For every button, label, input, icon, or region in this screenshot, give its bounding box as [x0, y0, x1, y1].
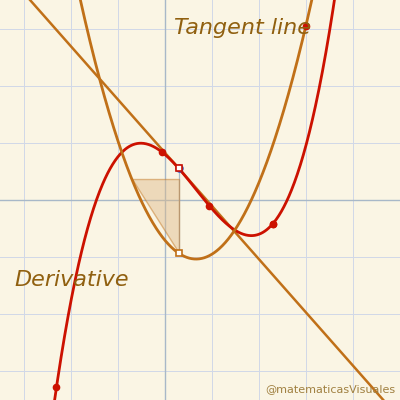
Polygon shape: [132, 179, 179, 253]
Text: Derivative: Derivative: [14, 270, 129, 290]
Text: Tangent line: Tangent line: [174, 18, 311, 38]
Text: @matematicasVisuales: @matematicasVisuales: [265, 384, 395, 394]
